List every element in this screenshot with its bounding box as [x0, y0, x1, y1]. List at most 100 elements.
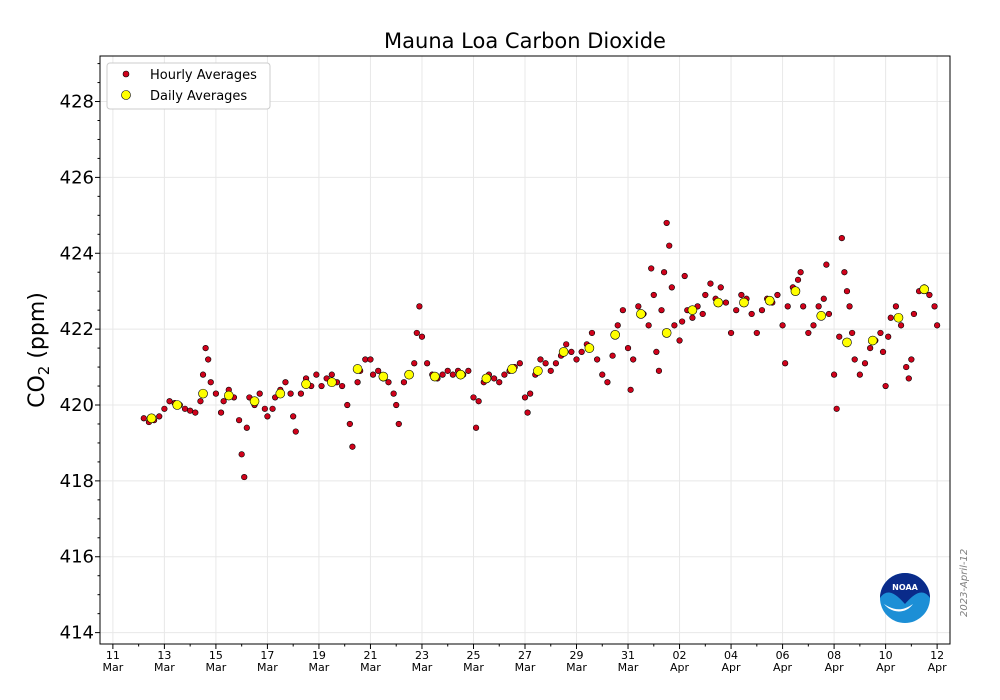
hourly-point [805, 329, 812, 337]
hourly-point [416, 303, 423, 310]
hourly-point [609, 352, 616, 359]
hourly-point [594, 356, 601, 363]
hourly-point [537, 356, 544, 363]
y-tick-label: 424 [60, 243, 94, 264]
x-tick-month: Apr [825, 661, 845, 674]
daily-point [327, 377, 337, 388]
hourly-point [782, 360, 789, 367]
hourly-point [599, 371, 606, 378]
x-tick-day: 19 [312, 649, 326, 662]
y-axis-label-unit: (ppm) [25, 292, 50, 366]
x-tick-month: Mar [309, 661, 330, 674]
hourly-point [393, 401, 400, 409]
daily-point [146, 413, 157, 424]
hourly-point [823, 261, 830, 268]
hourly-point [205, 356, 212, 363]
x-tick-day: 10 [879, 649, 893, 662]
hourly-point [475, 398, 482, 405]
hourly-point [339, 382, 346, 390]
hourly-point [681, 272, 688, 280]
hourly-point [722, 299, 730, 306]
hourly-point [849, 329, 856, 337]
y-tick-label: 416 [60, 547, 94, 568]
x-tick-day: 31 [621, 649, 635, 662]
hourly-point [838, 234, 845, 242]
x-tick-month: Mar [566, 661, 587, 674]
daily-point [404, 369, 414, 380]
hourly-point [861, 360, 869, 367]
hourly-point [753, 329, 760, 337]
x-tick-day: 17 [260, 649, 274, 662]
hourly-point [547, 367, 554, 374]
hourly-point [199, 371, 207, 378]
x-tick-day: 04 [724, 649, 738, 662]
daily-point [584, 343, 595, 353]
x-tick-month: Apr [773, 661, 793, 674]
legend-box [106, 62, 271, 110]
hourly-point [887, 314, 894, 321]
legend-daily-marker [121, 90, 131, 100]
y-tick-label: 418 [60, 471, 94, 492]
hourly-point [650, 291, 657, 299]
hourly-point [390, 390, 397, 397]
hourly-point [344, 401, 351, 409]
noaa-logo-text: NOAA [892, 583, 918, 592]
daily-point [558, 347, 569, 357]
hourly-point [395, 420, 402, 428]
hourly-point [774, 291, 781, 299]
y-tick-label: 414 [60, 623, 94, 644]
hourly-point [619, 307, 626, 314]
x-tick-month: Mar [463, 661, 484, 674]
hourly-point [702, 291, 709, 299]
hourly-point [552, 360, 560, 367]
hourly-point [856, 371, 863, 378]
hourly-point [926, 291, 933, 299]
hourly-point [653, 348, 660, 355]
daily-point [610, 330, 620, 340]
hourly-point [269, 405, 276, 412]
daily-point [790, 286, 801, 297]
legend-hourly-marker [122, 70, 130, 78]
x-tick-month: Apr [722, 661, 742, 674]
hourly-point [181, 405, 189, 412]
x-tick-day: 15 [209, 649, 223, 662]
hourly-point [444, 367, 451, 374]
hourly-point [841, 269, 848, 276]
hourly-point [836, 333, 843, 340]
hourly-point [161, 405, 168, 412]
y-tick-label: 426 [60, 167, 94, 188]
hourly-point [400, 379, 408, 386]
hourly-point [797, 269, 804, 276]
hourly-point [568, 348, 575, 355]
x-tick-month: Mar [206, 661, 227, 674]
hourly-point [846, 303, 853, 310]
x-tick-day: 23 [415, 649, 429, 662]
daily-point [481, 373, 492, 384]
hourly-point [689, 314, 696, 321]
hourly-point [413, 329, 420, 337]
hourly-point [908, 356, 915, 363]
axis-ticks: 41441641842042242442642811Mar13Mar15Mar1… [60, 63, 947, 674]
hourly-point [820, 295, 827, 302]
x-tick-day: 27 [518, 649, 532, 662]
hourly-point [897, 322, 905, 329]
hourly-point [297, 390, 305, 397]
hourly-point [212, 390, 220, 397]
x-tick-month: Mar [102, 661, 123, 674]
hourly-point [663, 219, 670, 227]
hourly-point [313, 371, 320, 378]
daily-point [661, 328, 672, 338]
hourly-point [449, 371, 456, 378]
hourly-point [501, 371, 508, 378]
noaa-logo-bird [880, 573, 930, 604]
hourly-point [679, 318, 686, 325]
daily-point [223, 390, 234, 401]
hourly-point [627, 386, 634, 393]
hourly-point [524, 409, 531, 416]
hourly-point [699, 310, 706, 318]
daily-point [275, 388, 286, 399]
hourly-point [905, 375, 912, 382]
y-tick-label: 428 [60, 92, 94, 113]
x-tick-day: 11 [106, 649, 120, 662]
hourly-point [256, 390, 263, 397]
